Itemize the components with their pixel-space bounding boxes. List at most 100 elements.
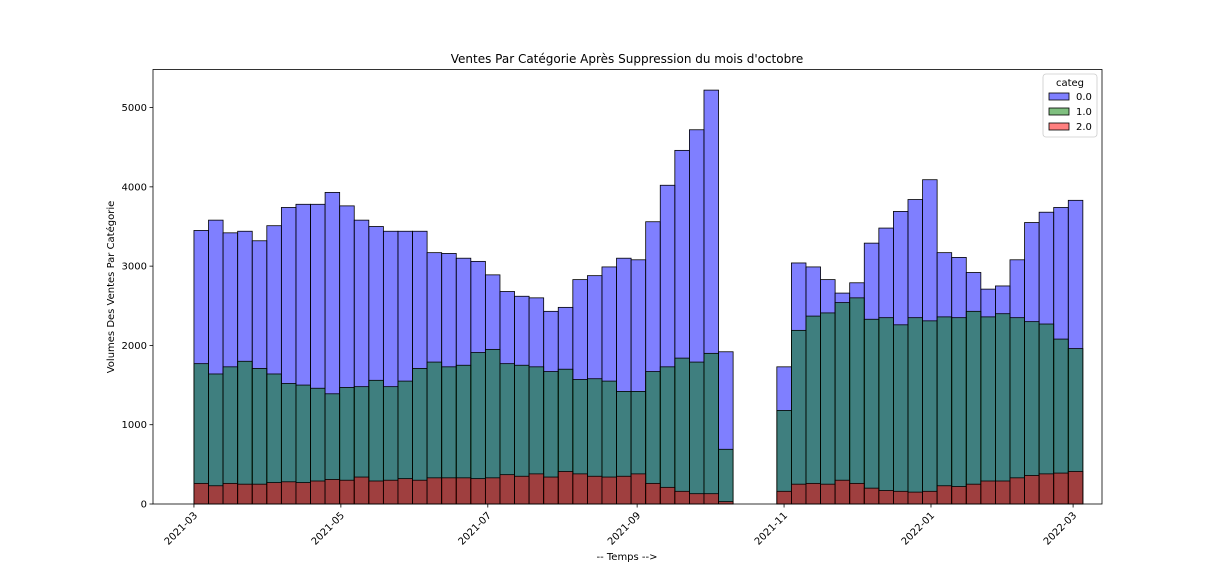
plot-frame — [152, 69, 1103, 505]
bar-1_0-seg1-bin14 — [980, 316, 996, 505]
bar-2_0-seg1-bin3 — [820, 483, 836, 505]
bar-2_0-seg0-bin5 — [266, 482, 282, 505]
legend-box — [1042, 73, 1098, 138]
bar-2_0-seg0-bin6 — [280, 481, 297, 505]
bar-2_0-seg0-bin28 — [601, 476, 617, 505]
bar-1_0-seg1-bin10 — [922, 320, 938, 505]
bar-1_0-seg1-bin6 — [863, 318, 880, 505]
bar-1_0-seg0-bin33 — [674, 357, 690, 505]
bar-2_0-seg0-bin18 — [455, 477, 472, 505]
bar-2_0-seg0-bin27 — [586, 475, 603, 505]
legend-swatch — [1048, 107, 1070, 116]
y-tick-label: 0 — [141, 500, 147, 511]
bar-2_0-seg0-bin19 — [470, 478, 486, 505]
bar-2_0-seg0-bin10 — [339, 479, 355, 505]
bar-2_0-seg1-bin10 — [922, 490, 938, 505]
bar-1_0-seg1-bin15 — [995, 313, 1011, 505]
bar-2_0-seg1-bin18 — [1038, 473, 1055, 505]
bar-2_0-seg0-bin16 — [426, 477, 443, 505]
bar-1_0-seg1-bin1 — [791, 329, 807, 505]
y-tick-label: 5000 — [122, 103, 147, 114]
bar-2_0-seg1-bin9 — [907, 491, 923, 505]
bar-2_0-seg1-bin17 — [1024, 475, 1040, 505]
bar-1_0-seg0-bin0 — [193, 363, 209, 505]
bar-2_0-seg0-bin31 — [645, 482, 661, 505]
bar-2_0-seg0-bin7 — [295, 482, 311, 505]
bar-1_0-seg0-bin3 — [237, 360, 253, 505]
bar-2_0-seg0-bin20 — [484, 477, 501, 505]
bar-2_0-seg1-bin11 — [936, 485, 953, 505]
bar-1_0-seg1-bin12 — [951, 317, 967, 505]
y-tick-label: 1000 — [122, 420, 147, 431]
bar-2_0-seg1-bin0 — [776, 490, 792, 505]
bar-2_0-seg0-bin23 — [528, 473, 545, 505]
bar-2_0-seg0-bin34 — [689, 493, 705, 505]
bar-2_0-seg0-bin8 — [310, 480, 326, 505]
bar-1_0-seg1-bin7 — [878, 317, 894, 505]
bar-2_0-seg0-bin9 — [324, 479, 341, 505]
bar-2_0-seg0-bin4 — [251, 483, 268, 505]
bar-2_0-seg0-bin25 — [557, 471, 574, 505]
bar-2_0-seg1-bin2 — [805, 482, 821, 505]
bar-2_0-seg0-bin17 — [441, 477, 457, 505]
bar-1_0-seg1-bin8 — [893, 324, 909, 505]
bar-1_0-seg0-bin1 — [208, 373, 224, 505]
bar-2_0-seg1-bin7 — [878, 490, 894, 505]
bar-1_0-seg1-bin13 — [965, 310, 982, 505]
bar-2_0-seg1-bin12 — [951, 486, 967, 505]
bar-1_0-seg0-bin36 — [718, 448, 734, 505]
bar-1_0-seg0-bin32 — [659, 366, 676, 505]
legend-title: categ — [1056, 78, 1084, 89]
bar-1_0-seg1-bin5 — [849, 297, 865, 505]
bar-1_0-seg1-bin2 — [805, 315, 821, 505]
bar-2_0-seg1-bin5 — [849, 482, 865, 505]
x-tick-label: 2021-09 — [606, 510, 643, 547]
bar-2_0-seg0-bin30 — [630, 473, 647, 505]
legend-swatch — [1048, 92, 1070, 101]
bar-2_0-seg0-bin11 — [353, 476, 370, 505]
bar-2_0-seg0-bin13 — [382, 479, 399, 505]
legend: categ 0.0 1.0 2.0 — [1042, 73, 1098, 138]
bar-2_0-seg0-bin12 — [368, 480, 384, 505]
legend-label: 0.0 — [1076, 92, 1092, 103]
bar-2_0-seg1-bin1 — [791, 483, 807, 505]
bar-2_0-seg1-bin19 — [1053, 472, 1069, 505]
x-tick-label: 2021-07 — [457, 510, 494, 547]
bar-2_0-seg1-bin15 — [995, 480, 1011, 505]
legend-items: 0.0 1.0 2.0 — [1048, 92, 1092, 133]
bar-2_0-seg0-bin0 — [193, 482, 209, 505]
bar-2_0-seg1-bin4 — [834, 479, 851, 505]
bar-2_0-seg1-bin16 — [1009, 477, 1025, 505]
legend-label: 2.0 — [1076, 122, 1092, 133]
x-tick-label: 2021-11 — [753, 510, 790, 547]
bar-1_0-seg0-bin35 — [703, 352, 719, 505]
bar-2_0-seg0-bin1 — [208, 485, 224, 505]
bar-1_0-seg1-bin9 — [907, 317, 923, 505]
bar-2_0-seg0-bin35 — [703, 493, 719, 505]
y-tick-label: 3000 — [122, 262, 147, 273]
bar-1_0-seg1-bin0 — [776, 410, 792, 505]
x-tick-label: 2021-03 — [163, 510, 200, 547]
bar-2_0-seg0-bin32 — [659, 486, 676, 505]
bar-2_0-seg1-bin8 — [893, 490, 909, 505]
x-tick-label: 2021-05 — [310, 510, 347, 547]
bar-2_0-seg1-bin20 — [1067, 471, 1084, 505]
y-tick-label: 4000 — [122, 182, 147, 193]
bar-1_0-seg1-bin16 — [1009, 317, 1025, 505]
bar-2_0-seg1-bin6 — [863, 487, 880, 505]
bar-2_0-seg0-bin22 — [514, 475, 530, 505]
bar-2_0-seg0-bin3 — [237, 483, 253, 505]
bar-2_0-seg0-bin14 — [397, 478, 413, 505]
bar-1_0-seg1-bin3 — [820, 312, 836, 505]
bars-layer — [193, 89, 1084, 505]
legend-swatch — [1048, 122, 1070, 131]
bar-1_0-seg1-bin4 — [834, 302, 851, 505]
bar-1_0-seg1-bin11 — [936, 316, 953, 505]
bar-2_0-seg0-bin15 — [412, 479, 428, 505]
bar-2_0-seg0-bin33 — [674, 490, 690, 505]
x-tick-label: 2022-03 — [1042, 510, 1079, 547]
bar-2_0-seg0-bin21 — [499, 474, 515, 505]
legend-label: 1.0 — [1076, 107, 1092, 118]
y-tick-label: 2000 — [122, 341, 147, 352]
